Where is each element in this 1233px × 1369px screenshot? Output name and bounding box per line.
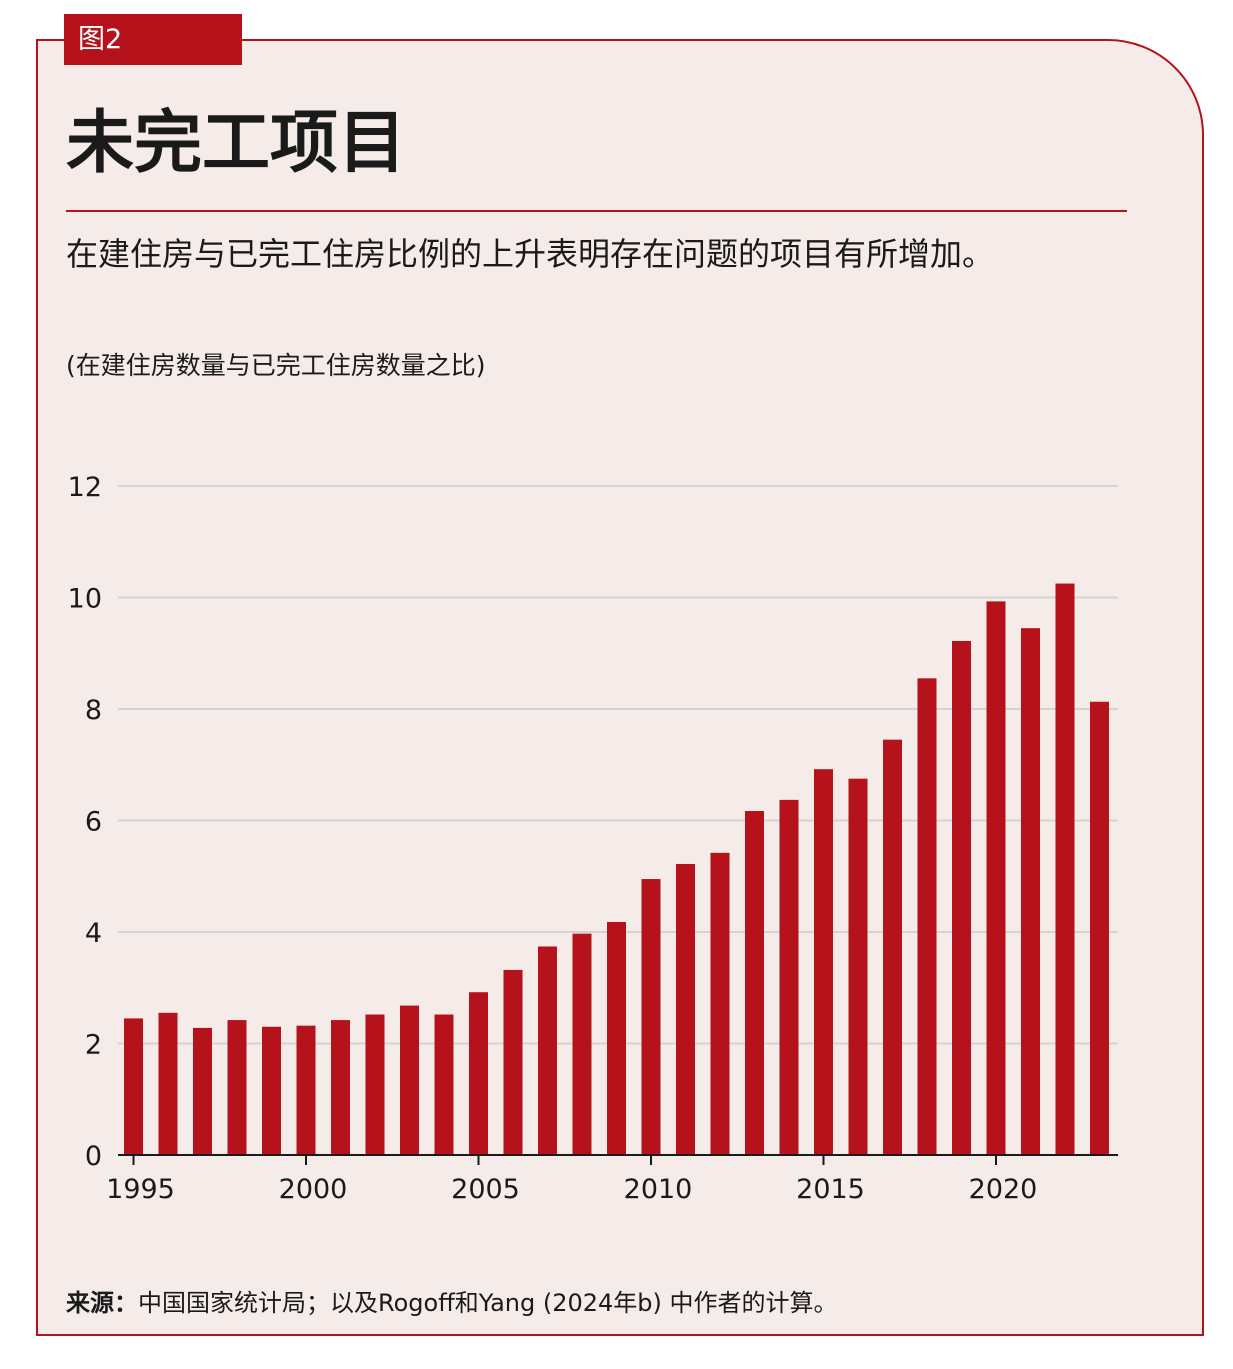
- bar-2016: [848, 778, 868, 1155]
- y-tick-label-10: 10: [68, 584, 102, 615]
- bar-2013: [745, 811, 764, 1155]
- bar-1996: [158, 1012, 178, 1155]
- bar-2011: [676, 863, 695, 1155]
- bar-2007: [538, 946, 557, 1155]
- bar-2019: [952, 640, 971, 1155]
- y-tick-label-0: 0: [85, 1141, 102, 1172]
- x-tick-label-2015: 2015: [796, 1174, 865, 1205]
- bar-2006: [503, 969, 523, 1155]
- bar-2023: [1090, 701, 1109, 1155]
- bar-1999: [262, 1026, 281, 1155]
- bar-2021: [1021, 628, 1040, 1155]
- bar-2017: [883, 739, 902, 1155]
- bar-2003: [400, 1005, 419, 1155]
- bar-2012: [710, 852, 730, 1155]
- bar-2004: [434, 1014, 454, 1155]
- bar-2002: [365, 1014, 385, 1155]
- bar-1998: [227, 1020, 247, 1155]
- x-tick-label-2020: 2020: [969, 1174, 1038, 1205]
- x-tick-label-2000: 2000: [279, 1174, 348, 1205]
- bar-2001: [331, 1020, 350, 1155]
- x-tick-label-2005: 2005: [451, 1174, 520, 1205]
- bar-2008: [572, 933, 592, 1155]
- units-note: (在建住房数量与已完工住房数量之比): [66, 351, 486, 380]
- bar-1997: [193, 1027, 212, 1155]
- bar-1995: [124, 1018, 143, 1155]
- bar-2015: [814, 769, 833, 1155]
- chart-subtitle: 在建住房与已完工住房比例的上升表明存在问题的项目有所增加。: [66, 235, 995, 273]
- x-tick-label-1995: 1995: [106, 1174, 175, 1205]
- bar-2000: [296, 1025, 316, 1155]
- figure-tag: 图2: [64, 14, 242, 65]
- source-label: 来源：: [66, 1289, 138, 1317]
- bar-2010: [641, 879, 661, 1155]
- bar-2022: [1055, 583, 1075, 1155]
- title-divider: [66, 210, 1127, 212]
- y-tick-label-6: 6: [85, 807, 102, 838]
- y-tick-label-8: 8: [85, 695, 102, 726]
- y-tick-label-4: 4: [85, 918, 102, 949]
- y-tick-label-2: 2: [85, 1030, 102, 1061]
- y-tick-label-12: 12: [68, 472, 102, 503]
- x-tick-label-2010: 2010: [624, 1174, 693, 1205]
- chart-title: 未完工项目: [66, 104, 407, 183]
- bar-2020: [986, 601, 1006, 1155]
- source-note: 来源：中国国家统计局；以及Rogoff和Yang (2024年b) 中作者的计算…: [66, 1283, 838, 1323]
- source-text: 中国国家统计局；以及Rogoff和Yang (2024年b) 中作者的计算。: [138, 1289, 838, 1317]
- bar-2009: [607, 921, 626, 1155]
- bar-2018: [917, 678, 937, 1155]
- bar-2014: [779, 799, 799, 1155]
- bar-2005: [469, 992, 488, 1155]
